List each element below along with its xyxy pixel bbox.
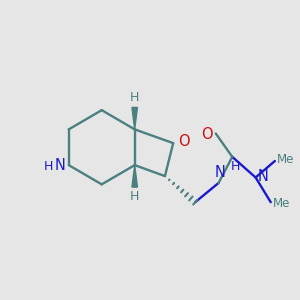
Polygon shape xyxy=(132,165,137,187)
Text: Me: Me xyxy=(273,197,290,210)
Text: N: N xyxy=(258,169,269,184)
Text: N: N xyxy=(214,165,225,180)
Text: H: H xyxy=(44,160,54,173)
Text: O: O xyxy=(201,128,213,142)
Text: H: H xyxy=(130,190,140,203)
Text: N: N xyxy=(55,158,65,172)
Text: Me: Me xyxy=(277,153,294,166)
Text: H: H xyxy=(130,91,140,104)
Polygon shape xyxy=(132,107,137,129)
Text: H: H xyxy=(231,160,240,173)
Text: O: O xyxy=(178,134,190,149)
